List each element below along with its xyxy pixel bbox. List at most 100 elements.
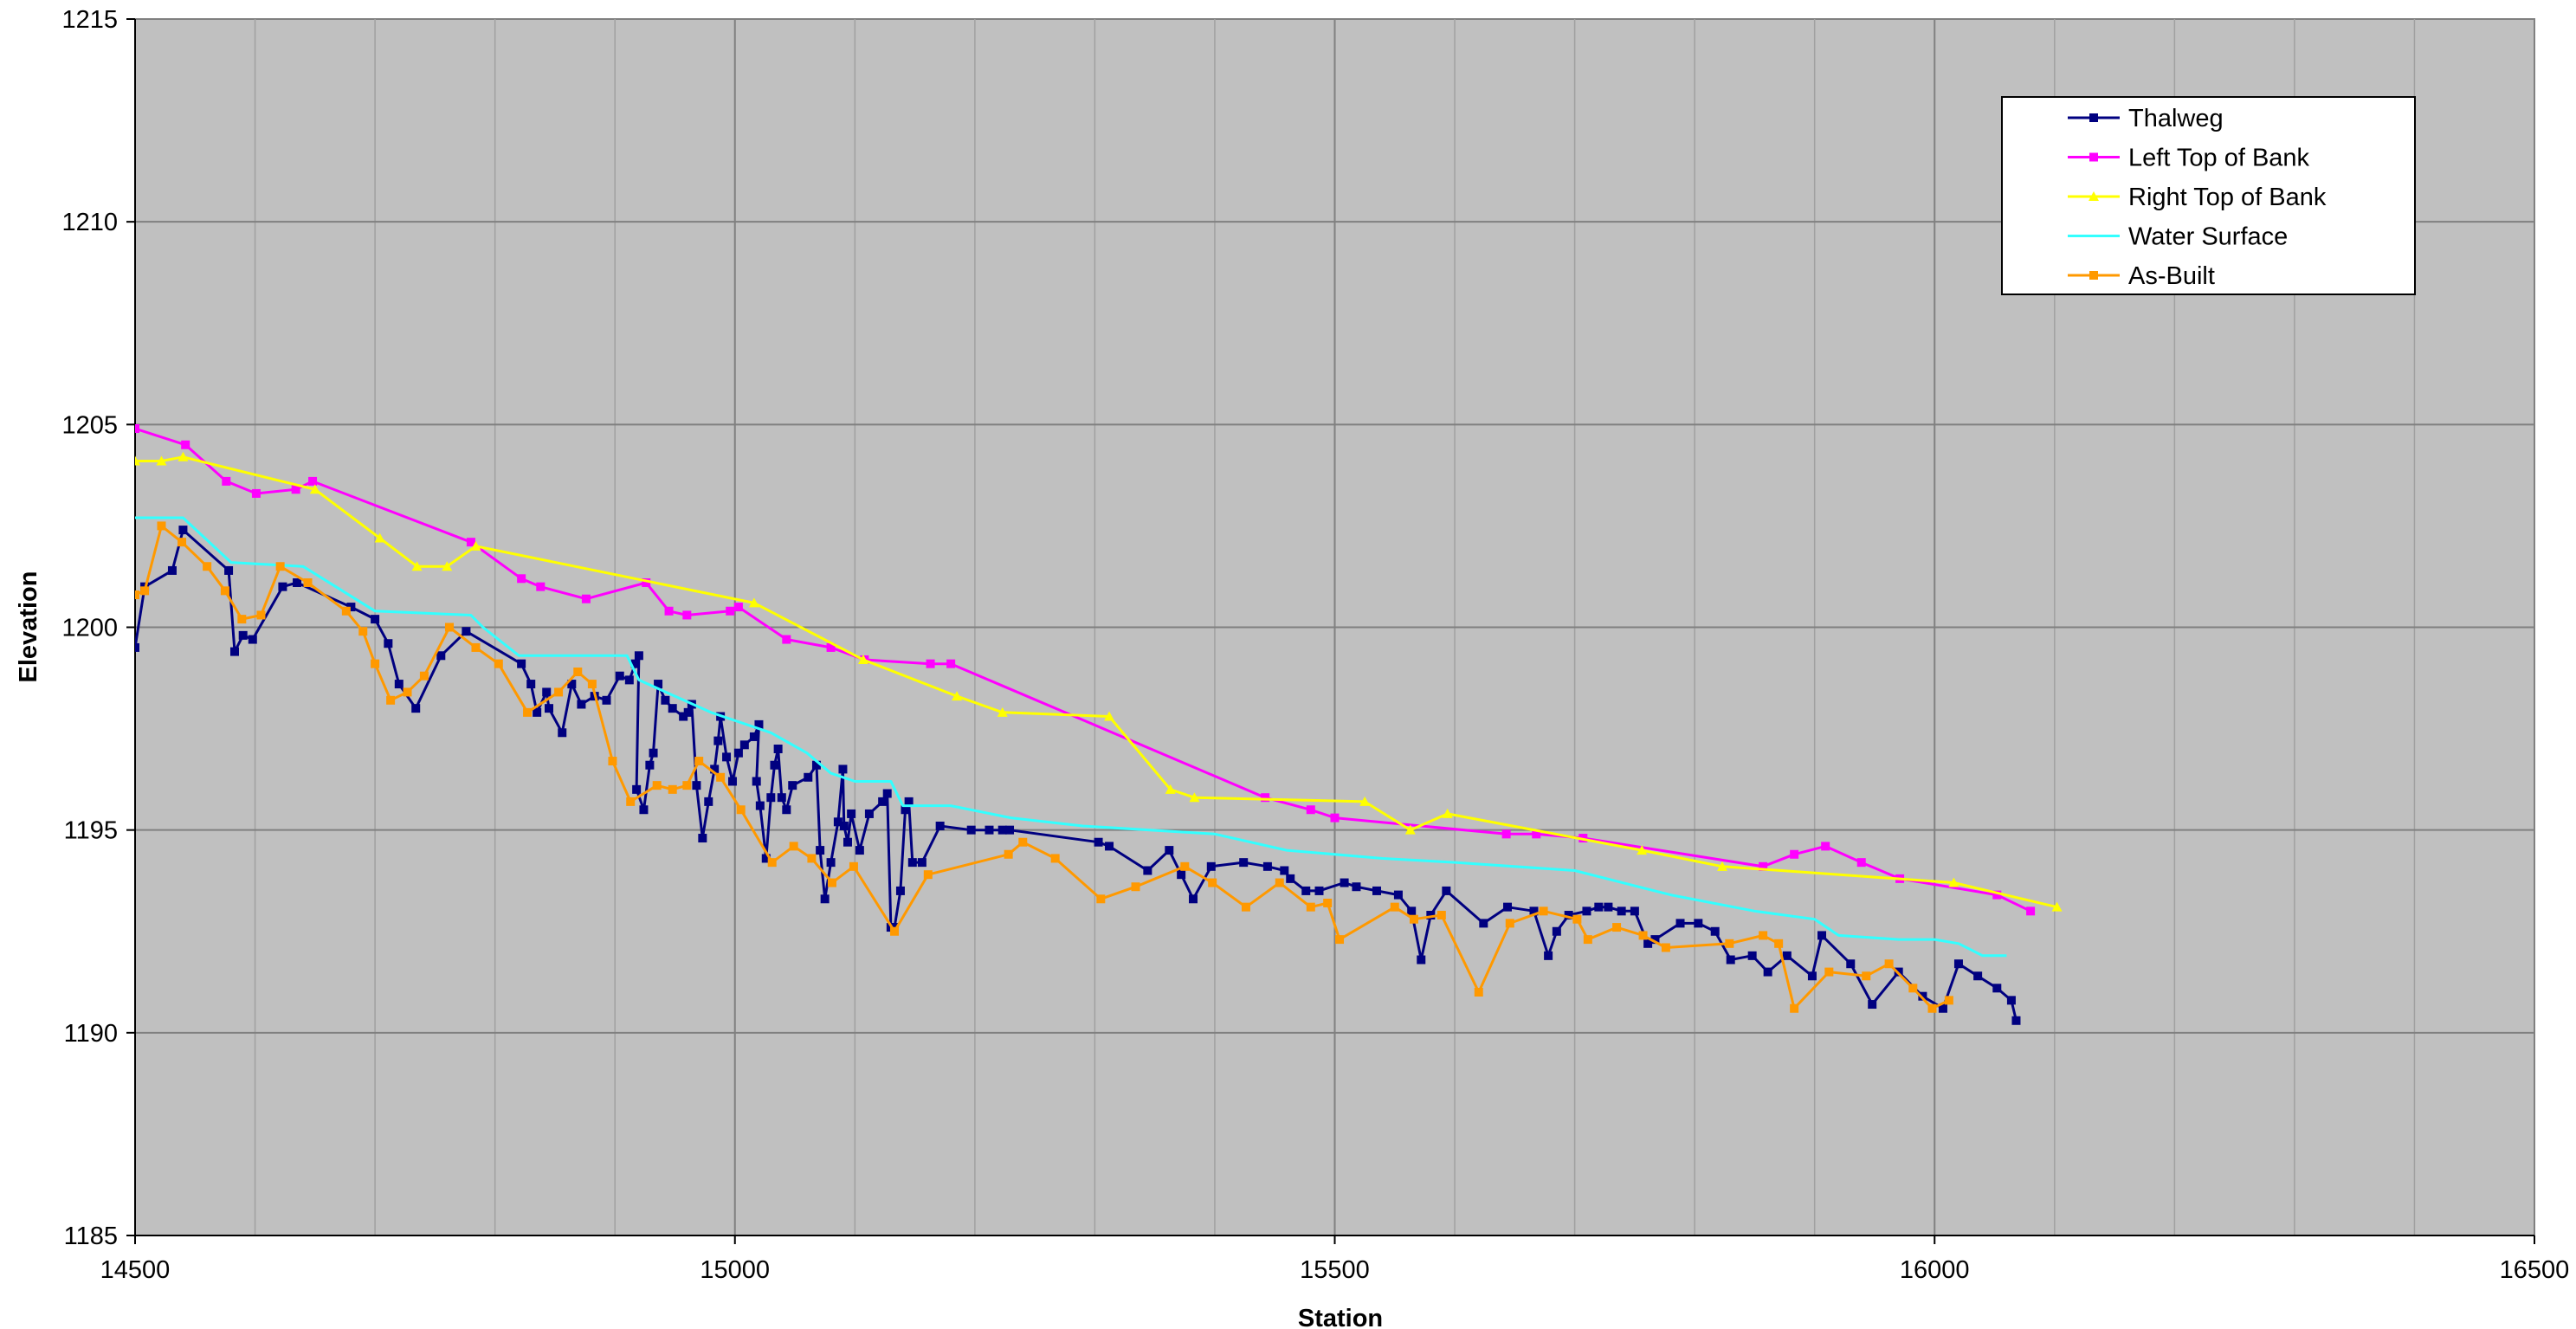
- left-top-of-bank-point: [251, 488, 261, 498]
- thalweg-point: [833, 817, 843, 827]
- thalweg-point: [1417, 955, 1426, 964]
- right-top-of-bank-point: [2051, 901, 2063, 912]
- thalweg-point: [293, 577, 302, 587]
- as-built-point: [140, 586, 150, 596]
- y-tick-label: 1200: [61, 615, 118, 642]
- right-top-of-bank-point: [1442, 808, 1453, 818]
- as-built-point: [716, 772, 726, 782]
- thalweg-point: [668, 704, 677, 713]
- thalweg-point: [1747, 951, 1757, 960]
- thalweg-point: [826, 858, 836, 868]
- thalweg-point: [1564, 911, 1573, 920]
- thalweg-point: [878, 797, 888, 806]
- thalweg-point: [2006, 996, 2016, 1005]
- as-built-point: [1096, 894, 1106, 904]
- thalweg-point: [773, 745, 783, 753]
- series-as-built: [135, 521, 1953, 1013]
- thalweg-point: [1479, 919, 1488, 928]
- thalweg-point: [1189, 894, 1198, 904]
- thalweg-point: [722, 752, 732, 762]
- as-built-point: [523, 707, 533, 717]
- as-built-point: [554, 687, 564, 697]
- as-built-point: [1824, 967, 1834, 977]
- thalweg-point: [752, 777, 761, 786]
- thalweg-point: [1143, 866, 1152, 875]
- thalweg-point: [229, 647, 239, 656]
- y-axis-label: Elevation: [15, 571, 42, 683]
- thalweg-point: [997, 825, 1007, 835]
- thalweg-point: [804, 772, 813, 782]
- right-top-of-bank-point: [135, 455, 140, 466]
- left-top-of-bank-point: [581, 594, 591, 603]
- as-built-point: [1612, 923, 1622, 932]
- left-top-of-bank-point: [2026, 906, 2036, 916]
- as-built-point: [275, 562, 285, 571]
- thalweg-point: [567, 680, 577, 689]
- thalweg-point: [1005, 825, 1015, 835]
- left-top-of-bank-point: [664, 606, 674, 616]
- thalweg-point: [384, 639, 393, 648]
- x-tick-label: 14500: [100, 1256, 171, 1284]
- thalweg-point: [1352, 882, 1361, 892]
- thalweg-point: [727, 777, 737, 786]
- thalweg-point: [901, 805, 910, 815]
- thalweg-point: [1763, 967, 1772, 977]
- as-built-point: [1180, 861, 1190, 871]
- as-built-point: [736, 805, 746, 815]
- as-built-point: [419, 671, 429, 681]
- as-built-point: [1208, 878, 1217, 887]
- thalweg-point: [739, 740, 749, 750]
- thalweg-point: [462, 627, 471, 636]
- left-top-of-bank-point: [181, 440, 190, 449]
- left-top-of-bank-point: [826, 642, 836, 652]
- thalweg-point: [907, 858, 917, 868]
- thalweg-point: [178, 526, 188, 535]
- thalweg-point: [632, 784, 642, 794]
- thalweg-point: [749, 732, 759, 741]
- thalweg-point: [704, 797, 713, 806]
- as-built-point: [1539, 906, 1548, 916]
- water-surface-line: [135, 516, 2007, 958]
- thalweg-point: [394, 680, 404, 689]
- x-tick-label: 15000: [700, 1256, 770, 1284]
- as-built-point: [1774, 939, 1784, 948]
- as-built-point: [358, 627, 368, 636]
- as-built-point: [608, 757, 617, 766]
- thalweg-point: [544, 704, 553, 713]
- legend-water-surface-label: Water Surface: [2128, 223, 2288, 251]
- right-top-of-bank-point: [374, 532, 385, 543]
- right-top-of-bank-point: [178, 451, 189, 461]
- thalweg-point: [766, 793, 776, 803]
- thalweg-point: [843, 837, 852, 847]
- thalweg-point: [755, 801, 765, 810]
- thalweg-point: [1650, 935, 1660, 945]
- thalweg-point: [526, 680, 536, 689]
- right-top-of-bank-point: [1189, 792, 1200, 803]
- series-layer: [135, 424, 2063, 1025]
- as-built-point: [789, 842, 798, 851]
- thalweg-point: [1675, 919, 1685, 928]
- thalweg-point: [882, 789, 892, 798]
- thalweg-point: [649, 748, 658, 758]
- as-built-point: [135, 590, 139, 600]
- as-built-point: [237, 615, 247, 624]
- thalweg-point: [346, 603, 356, 612]
- right-top-of-bank-point: [411, 561, 423, 571]
- thalweg-point: [558, 728, 567, 738]
- x-axis: 14500 15000 15500 16000 16500: [100, 1235, 2569, 1284]
- thalweg-point: [1938, 1003, 1947, 1013]
- left-top-of-bank-point: [926, 659, 935, 668]
- legend-right-top-of-bank-marker: [2089, 191, 2099, 201]
- thalweg-point: [754, 719, 764, 729]
- as-built-point: [807, 854, 817, 863]
- x-axis-label: Station: [1298, 1305, 1383, 1329]
- as-built-point: [1306, 902, 1315, 912]
- y-tick-label: 1195: [64, 817, 118, 845]
- thalweg-point: [1393, 890, 1403, 900]
- y-tick-label: 1215: [61, 6, 118, 34]
- left-top-of-bank-point: [466, 538, 475, 547]
- as-built-point: [652, 781, 662, 790]
- thalweg-point: [710, 764, 720, 774]
- right-top-of-bank-point: [997, 706, 1008, 717]
- left-top-of-bank-point: [642, 577, 651, 587]
